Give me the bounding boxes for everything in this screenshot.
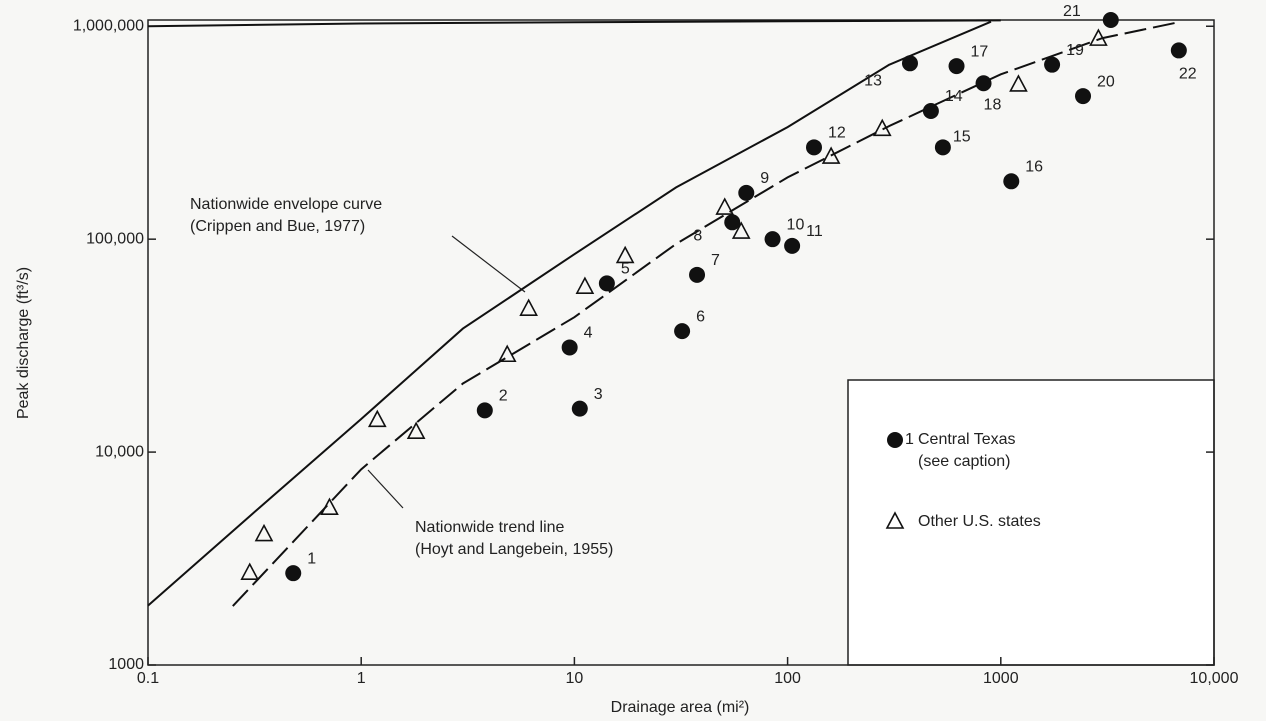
- point-label: 20: [1097, 73, 1115, 90]
- point: [1089, 28, 1108, 46]
- point-label: 18: [984, 96, 1002, 113]
- point-label: 9: [760, 170, 769, 187]
- point-label: 4: [584, 325, 593, 342]
- legend-label: Central Texas (see caption): [918, 431, 1016, 470]
- point: [901, 55, 918, 72]
- x-tick-label: 100: [774, 670, 801, 687]
- x-tick-label: 10,000: [1190, 670, 1239, 687]
- point: [922, 102, 939, 119]
- point: [406, 421, 426, 439]
- point: [476, 402, 493, 419]
- x-tick-label: 1000: [983, 670, 1019, 687]
- point: [575, 276, 595, 294]
- point-label: 13: [864, 73, 882, 90]
- point: [934, 139, 951, 156]
- point: [571, 400, 588, 417]
- point: [674, 323, 691, 340]
- point: [689, 266, 706, 283]
- point: [975, 75, 992, 92]
- point: [561, 339, 578, 356]
- point-label: 12: [828, 125, 846, 142]
- curve: [147, 20, 992, 607]
- plot-frame: [147, 19, 1215, 666]
- point: [948, 58, 965, 75]
- point-label: 19: [1066, 42, 1084, 59]
- annotation: Nationwide envelope curve (Crippen and Bu…: [190, 196, 382, 235]
- point-label: 22: [1179, 66, 1197, 83]
- x-tick-label: 10: [566, 670, 584, 687]
- point: [519, 298, 538, 316]
- point-label: 7: [711, 252, 720, 269]
- point: [1044, 56, 1061, 73]
- point: [872, 118, 892, 137]
- point: [615, 245, 635, 264]
- y-tick-label: 1,000,000: [73, 17, 144, 34]
- annotation-leader: [451, 235, 526, 293]
- x-axis-label: Drainage area (mi²): [611, 699, 750, 716]
- point-label: 2: [499, 388, 508, 405]
- point: [285, 565, 302, 582]
- curve: [232, 20, 1182, 607]
- point: [806, 139, 823, 156]
- point: [784, 237, 801, 254]
- legend-marker-label: 1: [905, 431, 914, 448]
- x-tick-label: 0.1: [137, 670, 159, 687]
- point-label: 11: [806, 223, 823, 240]
- x-tick-label: 1: [357, 670, 366, 687]
- annotation-leader: [367, 469, 404, 509]
- point-label: 15: [953, 129, 971, 146]
- annotation: Nationwide trend line (Hoyt and Langebein…: [415, 519, 613, 558]
- point: [240, 562, 260, 580]
- point: [320, 497, 339, 516]
- point-label: 14: [945, 88, 963, 105]
- point-label: 10: [787, 216, 805, 233]
- y-axis-label: Peak discharge (ft³/s): [15, 267, 32, 419]
- point: [497, 344, 517, 363]
- point: [715, 197, 735, 215]
- legend-marker: [887, 432, 903, 448]
- point-label: 16: [1025, 159, 1043, 176]
- y-tick-label: 100,000: [86, 230, 144, 247]
- point: [1102, 12, 1119, 28]
- curve: [147, 19, 1001, 28]
- y-tick-label: 1000: [108, 656, 144, 673]
- point-label: 5: [621, 261, 630, 278]
- point: [1075, 88, 1092, 105]
- point: [1003, 173, 1020, 190]
- point: [1009, 74, 1028, 92]
- point: [367, 409, 387, 428]
- point: [254, 523, 274, 542]
- point-label: 17: [971, 43, 989, 60]
- legend-box: [847, 379, 1215, 666]
- point-label: 1: [307, 550, 316, 567]
- legend-marker: [885, 511, 905, 529]
- point-label: 21: [1063, 3, 1081, 20]
- point: [1170, 42, 1187, 59]
- point-label: 6: [696, 308, 705, 325]
- point-label: 3: [594, 386, 603, 403]
- point: [821, 146, 841, 164]
- point: [724, 214, 741, 231]
- point: [731, 221, 751, 239]
- point: [764, 231, 781, 248]
- y-tick-label: 10,000: [95, 443, 144, 460]
- legend-label: Other U.S. states: [918, 513, 1041, 530]
- point-label: 8: [693, 228, 702, 245]
- point: [738, 184, 755, 201]
- point: [598, 275, 615, 292]
